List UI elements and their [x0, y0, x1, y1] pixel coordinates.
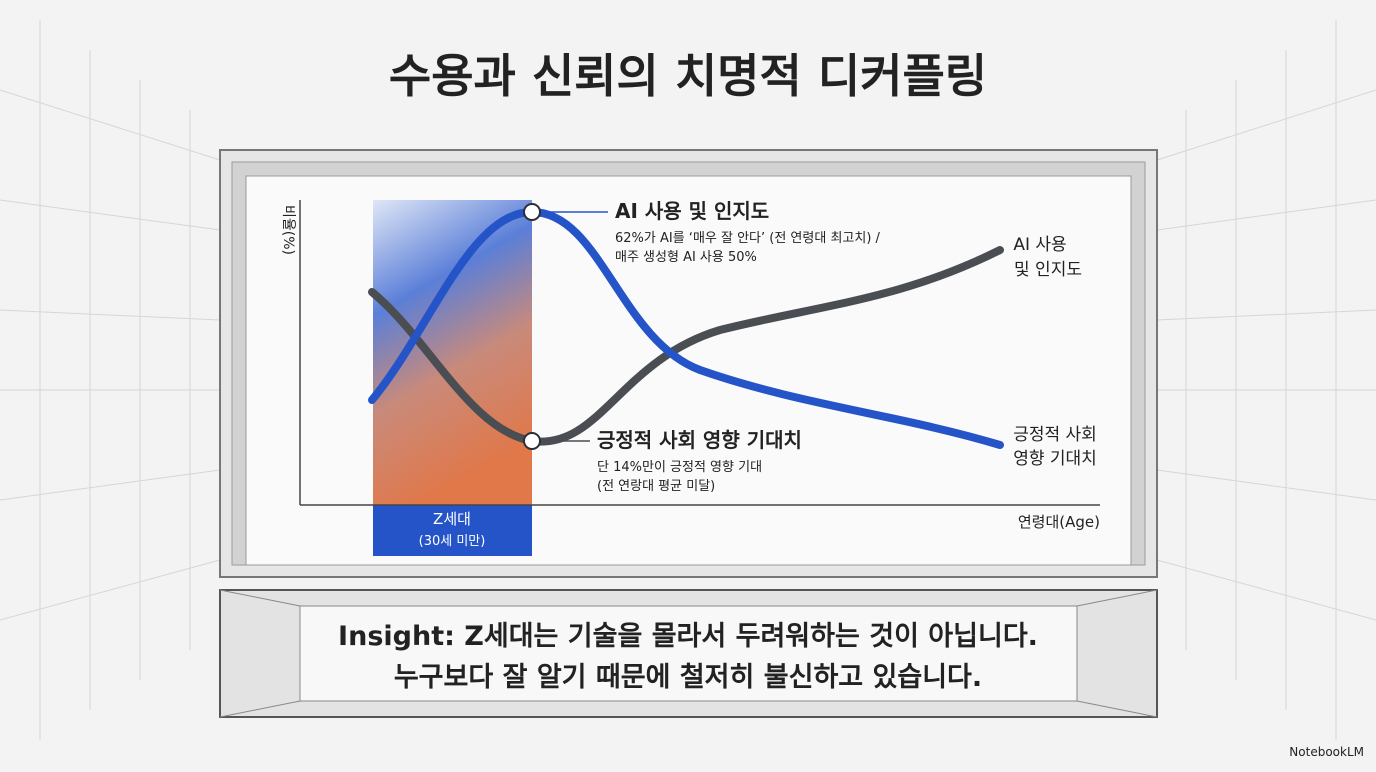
- gen-z-band: [373, 200, 532, 505]
- callout-text: 62%가 AI를 ‘매우 잘 안다’ (전 연령대 최고치) /: [615, 231, 881, 246]
- trust-curve: [368, 246, 1004, 446]
- gen-z-label-box: [373, 505, 532, 556]
- insight-text: Insight: Z세대는 기술을 몰라서 두려워하는 것이 아닙니다.: [338, 621, 1038, 652]
- end-label: AI 사용: [1013, 235, 1066, 255]
- band-sublabel: (30세 미만): [419, 534, 486, 549]
- x-axis-label: 연령대(Age): [1018, 513, 1100, 531]
- usage-curve: [368, 207, 1004, 449]
- y-axis-label: 비율(%): [280, 205, 296, 255]
- end-label: 및 인지도: [1014, 260, 1082, 280]
- end-label: 영향 기대치: [1013, 449, 1097, 469]
- brand: NotebookLM: [1289, 745, 1364, 759]
- background-grid: [0, 20, 1376, 740]
- end-label: 긍정적 사회: [1013, 425, 1097, 445]
- callout-title: 긍정적 사회 영향 기대치: [597, 428, 802, 452]
- callout-text: (전 연랑대 평균 미달): [597, 479, 715, 494]
- callout-title: AI 사용 및 인지도: [615, 199, 769, 223]
- callout-text: 매주 생성형 AI 사용 50%: [615, 250, 757, 265]
- band-label: Z세대: [433, 510, 471, 528]
- peak-marker: [523, 203, 541, 221]
- insight-text: 누구보다 잘 알기 때문에 철저히 불신하고 있습니다.: [394, 662, 982, 693]
- insight-panel: [299, 605, 1078, 702]
- trough-marker: [523, 432, 541, 450]
- title: 수용과 신뢰의 치명적 디커플링: [389, 49, 987, 103]
- callout-text: 단 14%만이 긍정적 영향 기대: [597, 460, 762, 475]
